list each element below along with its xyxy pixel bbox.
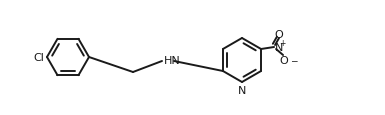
Text: +: + [280,38,286,47]
Text: N: N [238,85,246,95]
Text: N: N [275,43,283,53]
Text: O: O [275,30,283,40]
Text: O: O [280,56,288,65]
Text: HN: HN [164,56,181,65]
Text: Cl: Cl [33,53,44,62]
Text: −: − [290,56,298,65]
